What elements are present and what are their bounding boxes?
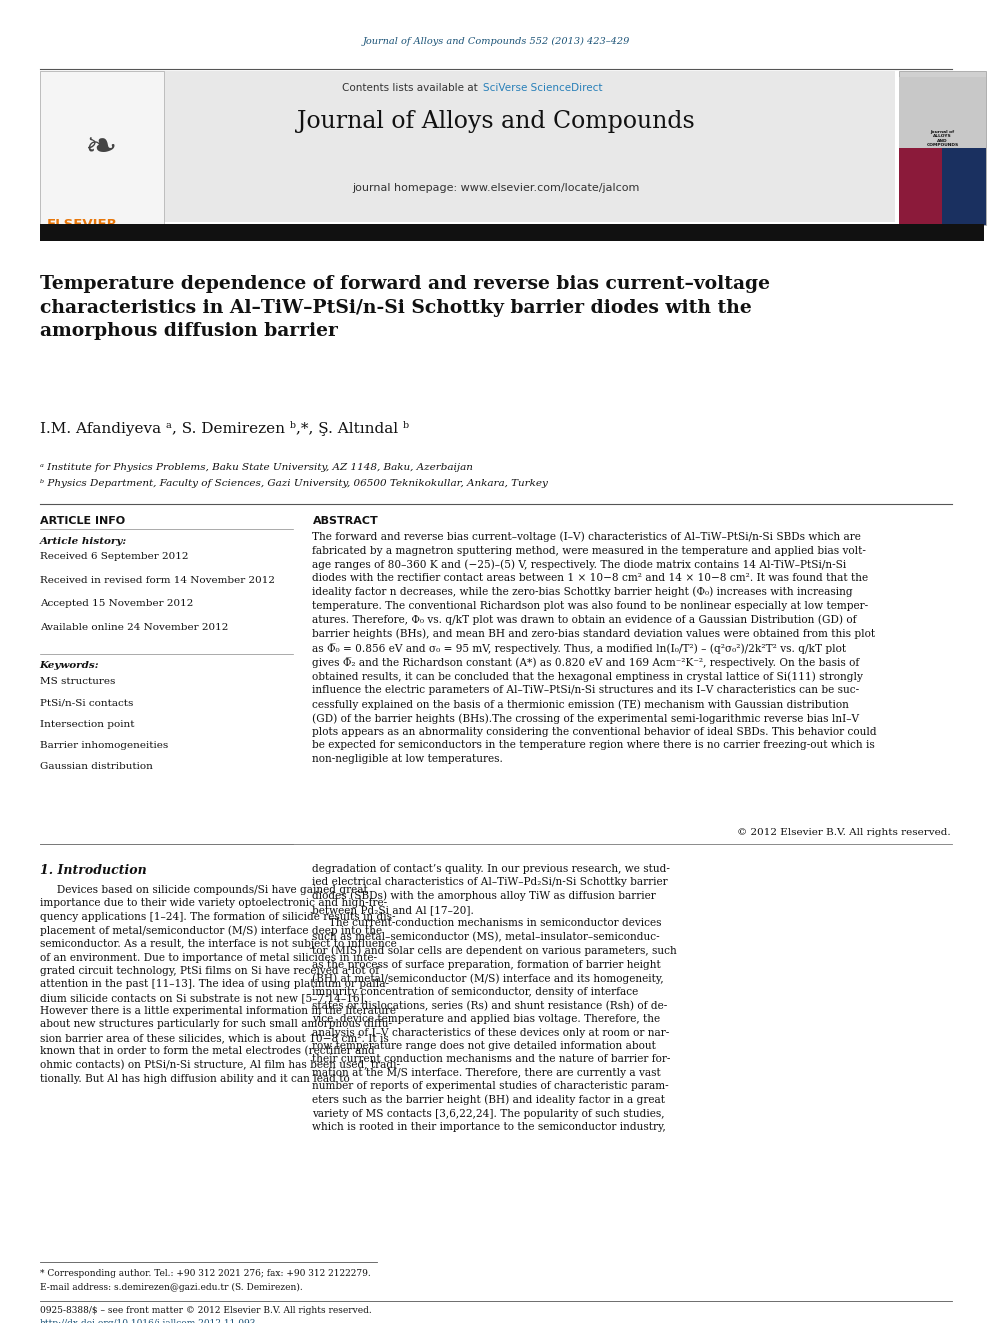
Text: I.M. Afandiyeva ᵃ, S. Demirezen ᵇ,*, Ş. Altındal ᵇ: I.M. Afandiyeva ᵃ, S. Demirezen ᵇ,*, Ş. … <box>40 421 409 435</box>
Text: journal homepage: www.elsevier.com/locate/jalcom: journal homepage: www.elsevier.com/locat… <box>352 183 640 193</box>
Text: Journal of Alloys and Compounds 552 (2013) 423–429: Journal of Alloys and Compounds 552 (201… <box>362 37 630 46</box>
FancyBboxPatch shape <box>899 71 986 225</box>
Text: Accepted 15 November 2012: Accepted 15 November 2012 <box>40 599 193 609</box>
Text: © 2012 Elsevier B.V. All rights reserved.: © 2012 Elsevier B.V. All rights reserved… <box>737 828 950 837</box>
Text: Devices based on silicide compounds/Si have gained great
importance due to their: Devices based on silicide compounds/Si h… <box>40 885 400 1084</box>
Text: Available online 24 November 2012: Available online 24 November 2012 <box>40 623 228 632</box>
FancyBboxPatch shape <box>899 77 986 153</box>
FancyBboxPatch shape <box>942 148 986 225</box>
Text: Temperature dependence of forward and reverse bias current–voltage
characteristi: Temperature dependence of forward and re… <box>40 275 770 340</box>
Text: Barrier inhomogeneities: Barrier inhomogeneities <box>40 741 168 750</box>
Text: ᵇ Physics Department, Faculty of Sciences, Gazi University, 06500 Teknikokullar,: ᵇ Physics Department, Faculty of Science… <box>40 479 548 488</box>
Text: http://dx.doi.org/10.1016/j.jallcom.2012.11.093: http://dx.doi.org/10.1016/j.jallcom.2012… <box>40 1319 256 1323</box>
FancyBboxPatch shape <box>40 71 164 225</box>
Text: Gaussian distribution: Gaussian distribution <box>40 762 153 771</box>
Text: Article history:: Article history: <box>40 537 127 546</box>
Text: 1. Introduction: 1. Introduction <box>40 864 147 877</box>
Text: ARTICLE INFO: ARTICLE INFO <box>40 516 125 527</box>
Text: ᵃ Institute for Physics Problems, Baku State University, AZ 1148, Baku, Azerbaij: ᵃ Institute for Physics Problems, Baku S… <box>40 463 472 472</box>
Text: Received in revised form 14 November 2012: Received in revised form 14 November 201… <box>40 576 275 585</box>
FancyBboxPatch shape <box>40 224 984 241</box>
Text: Contents lists available at: Contents lists available at <box>342 83 481 94</box>
FancyBboxPatch shape <box>40 71 895 222</box>
Text: ❧: ❧ <box>85 130 117 167</box>
Text: Intersection point: Intersection point <box>40 720 134 729</box>
Text: Keywords:: Keywords: <box>40 662 99 671</box>
Text: Journal of
ALLOYS
AND
COMPOUNDS: Journal of ALLOYS AND COMPOUNDS <box>927 130 958 147</box>
Text: Journal of Alloys and Compounds: Journal of Alloys and Compounds <box>298 110 694 132</box>
Text: ABSTRACT: ABSTRACT <box>312 516 378 527</box>
Text: MS structures: MS structures <box>40 677 115 687</box>
Text: 0925-8388/$ – see front matter © 2012 Elsevier B.V. All rights reserved.: 0925-8388/$ – see front matter © 2012 El… <box>40 1306 371 1315</box>
Text: SciVerse ScienceDirect: SciVerse ScienceDirect <box>483 83 602 94</box>
Text: The forward and reverse bias current–voltage (I–V) characteristics of Al–TiW–PtS: The forward and reverse bias current–vol… <box>312 532 877 763</box>
FancyBboxPatch shape <box>899 148 942 225</box>
Text: * Corresponding author. Tel.: +90 312 2021 276; fax: +90 312 2122279.: * Corresponding author. Tel.: +90 312 20… <box>40 1269 370 1278</box>
Text: Received 6 September 2012: Received 6 September 2012 <box>40 552 188 561</box>
Text: PtSi/n-Si contacts: PtSi/n-Si contacts <box>40 699 133 708</box>
Text: ELSEVIER: ELSEVIER <box>47 218 117 232</box>
Text: degradation of contact’s quality. In our previous research, we stud-
ied electri: degradation of contact’s quality. In our… <box>312 864 678 1132</box>
Text: E-mail address: s.demirezen@gazi.edu.tr (S. Demirezen).: E-mail address: s.demirezen@gazi.edu.tr … <box>40 1283 303 1293</box>
